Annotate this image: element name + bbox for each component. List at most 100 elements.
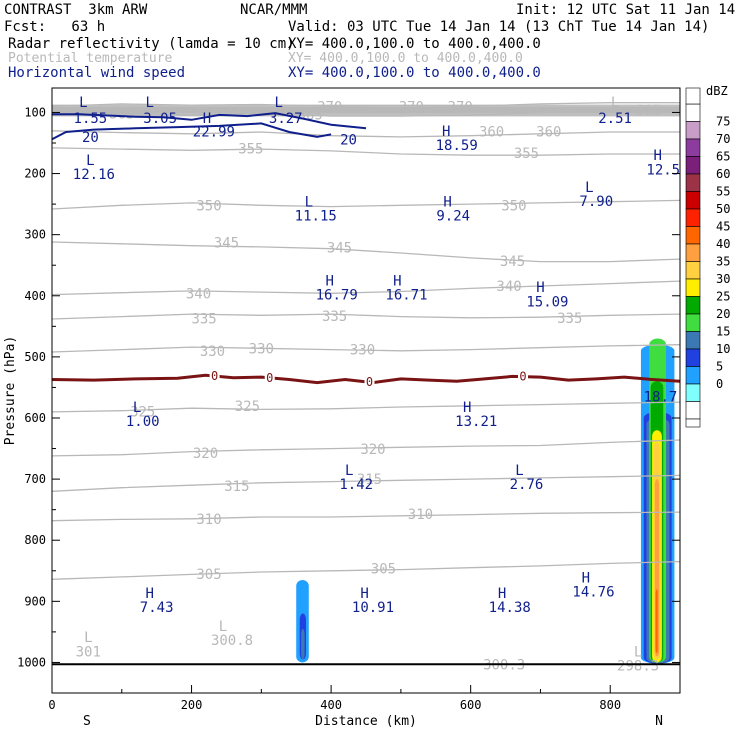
theta-label: 310 — [196, 512, 221, 528]
theta-label: 350 — [501, 198, 526, 214]
theta-label: 320 — [360, 442, 385, 458]
colorbar-level-label: 70 — [716, 132, 730, 146]
theta-contour-325 — [51, 401, 681, 413]
wind-label: H — [498, 586, 506, 602]
wind-label: H — [360, 586, 368, 602]
theta-label: 340 — [186, 286, 211, 302]
theta-label: 305 — [371, 561, 396, 577]
colorbar-bottom-cap — [685, 418, 701, 428]
theta-label: 330 — [249, 341, 274, 357]
theta-label: L — [634, 644, 642, 660]
wind-label: 12.16 — [73, 167, 115, 183]
wind-label: L — [515, 463, 523, 479]
theta-label: 310 — [408, 507, 433, 523]
field-theta-xy: XY= 400.0,100.0 to 400.0,400.0 — [288, 51, 523, 66]
colorbar-level-label: 75 — [716, 115, 730, 129]
x-tick-label: 200 — [181, 698, 203, 712]
theta-label: 350 — [196, 198, 221, 214]
zero-isotherm-label: 0 — [519, 370, 526, 384]
org-label: NCAR/MMM — [240, 2, 308, 18]
wind-label: 11.15 — [295, 209, 337, 225]
field-reflectivity-xy: XY= 400.0,100.0 to 400.0,400.0 — [288, 36, 541, 52]
colorbar-swatch — [685, 383, 701, 402]
zero-isotherm-label: 0 — [366, 375, 373, 389]
wind-label: L — [145, 95, 153, 111]
south-label: S — [83, 714, 91, 729]
colorbar-swatch — [685, 401, 701, 420]
colorbar-swatch — [685, 191, 701, 210]
colorbar-swatch — [685, 156, 701, 175]
colorbar-level-label: 25 — [716, 290, 730, 304]
field-wind-name: Horizontal wind speed — [8, 65, 186, 81]
y-tick-label: 1000 — [17, 655, 46, 669]
theta-label: 340 — [496, 279, 521, 295]
x-tick-label: 800 — [599, 698, 621, 712]
x-tick-label: 400 — [320, 698, 342, 712]
colorbar-level-label: 65 — [716, 150, 730, 164]
zero-isotherm-label-bg — [209, 370, 220, 383]
colorbar-level-label: 40 — [716, 237, 730, 251]
colorbar-top-cap — [685, 87, 701, 105]
theta-label: 335 — [191, 311, 216, 327]
wind-label: 14.76 — [572, 585, 614, 601]
y-tick-label: 700 — [24, 472, 46, 486]
theta-contour-320 — [51, 439, 681, 457]
colorbar-swatch — [685, 103, 701, 122]
theta-label: L — [219, 619, 227, 635]
wind-label: L — [86, 153, 94, 169]
theta-label: 370 — [448, 99, 473, 115]
y-tick-label: 300 — [24, 228, 46, 242]
y-tick-label: 900 — [24, 594, 46, 608]
colorbar-level-label: 45 — [716, 220, 730, 234]
wind-label: H — [203, 111, 211, 127]
colorbar-level-label: 30 — [716, 272, 730, 286]
theta-label: 298.3 — [617, 659, 659, 675]
theta-label: 315 — [224, 479, 249, 495]
colorbar-level-label: 55 — [716, 185, 730, 199]
theta-label: 325 — [235, 399, 260, 415]
wind-label: 7.43 — [140, 600, 174, 616]
theta-contour-345 — [51, 241, 681, 263]
wind-label: H — [582, 571, 590, 587]
colorbar-level-label: 0 — [716, 377, 723, 391]
wind-label: 3.27 — [269, 111, 303, 127]
wind-label: 14.38 — [489, 600, 531, 616]
wind-label: H — [325, 274, 333, 290]
zero-isotherm-label-bg — [264, 371, 275, 384]
theta-label: 345 — [214, 236, 239, 252]
theta-label: 330 — [350, 343, 375, 359]
colorbar-swatch — [685, 261, 701, 280]
theta-contour-335 — [51, 313, 681, 320]
zero-isotherm-label-bg — [364, 376, 375, 389]
field-reflectivity-name: Radar reflectivity (lamda = 10 cm) — [8, 36, 295, 52]
wind-label: H — [653, 148, 661, 164]
colorbar-swatch — [685, 226, 701, 245]
wind-label: L — [275, 95, 283, 111]
wind-label: 20 — [340, 132, 357, 148]
theta-label: 330 — [200, 344, 225, 360]
theta-label: 315 — [357, 472, 382, 488]
wind-label: 1.42 — [339, 477, 373, 493]
colorbar-swatch — [685, 138, 701, 157]
wind-label: L — [79, 95, 87, 111]
theta-label: 305 — [196, 567, 221, 583]
wind-label: 22.99 — [193, 124, 235, 140]
x-tick-label: 600 — [460, 698, 482, 712]
y-tick-label: 600 — [24, 411, 46, 425]
colorbar-swatch — [685, 313, 701, 332]
theta-contour-305 — [51, 560, 681, 580]
colorbar-swatch — [685, 173, 701, 192]
y-tick-label: 100 — [24, 105, 46, 119]
x-axis-label: Distance (km) — [315, 714, 417, 729]
forecast-hour: Fcst: 63 h — [4, 19, 106, 35]
colorbar-level-label: 20 — [716, 307, 730, 321]
colorbar-level-label: 60 — [716, 167, 730, 181]
theta-label: 360 — [536, 124, 561, 140]
wind-label: L — [585, 180, 593, 196]
theta-label: 365 — [109, 107, 134, 123]
theta-label: 345 — [327, 241, 352, 257]
theta-label: 335 — [557, 311, 582, 327]
